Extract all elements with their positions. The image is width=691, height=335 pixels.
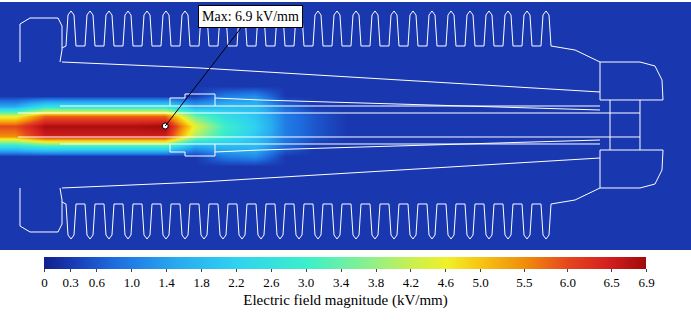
svg-text:1.8: 1.8 xyxy=(193,275,209,290)
svg-text:3.8: 3.8 xyxy=(368,275,384,290)
svg-text:0: 0 xyxy=(41,275,48,290)
svg-text:0.6: 0.6 xyxy=(89,275,106,290)
svg-text:Electric field magnitude (kV/m: Electric field magnitude (kV/mm) xyxy=(243,292,448,309)
svg-text:4.2: 4.2 xyxy=(403,275,419,290)
svg-text:1.0: 1.0 xyxy=(124,275,140,290)
svg-text:6.5: 6.5 xyxy=(603,275,619,290)
svg-text:6.9: 6.9 xyxy=(638,275,654,290)
svg-text:4.6: 4.6 xyxy=(438,275,455,290)
svg-text:3.0: 3.0 xyxy=(298,275,314,290)
svg-text:2.6: 2.6 xyxy=(263,275,280,290)
svg-text:5.0: 5.0 xyxy=(473,275,489,290)
svg-text:3.4: 3.4 xyxy=(333,275,350,290)
svg-text:6.0: 6.0 xyxy=(560,275,576,290)
svg-text:Max: 6.9 kV/mm: Max: 6.9 kV/mm xyxy=(202,9,299,24)
svg-text:0.3: 0.3 xyxy=(63,275,79,290)
svg-text:2.2: 2.2 xyxy=(228,275,244,290)
svg-text:1.4: 1.4 xyxy=(159,275,176,290)
svg-text:5.5: 5.5 xyxy=(516,275,532,290)
